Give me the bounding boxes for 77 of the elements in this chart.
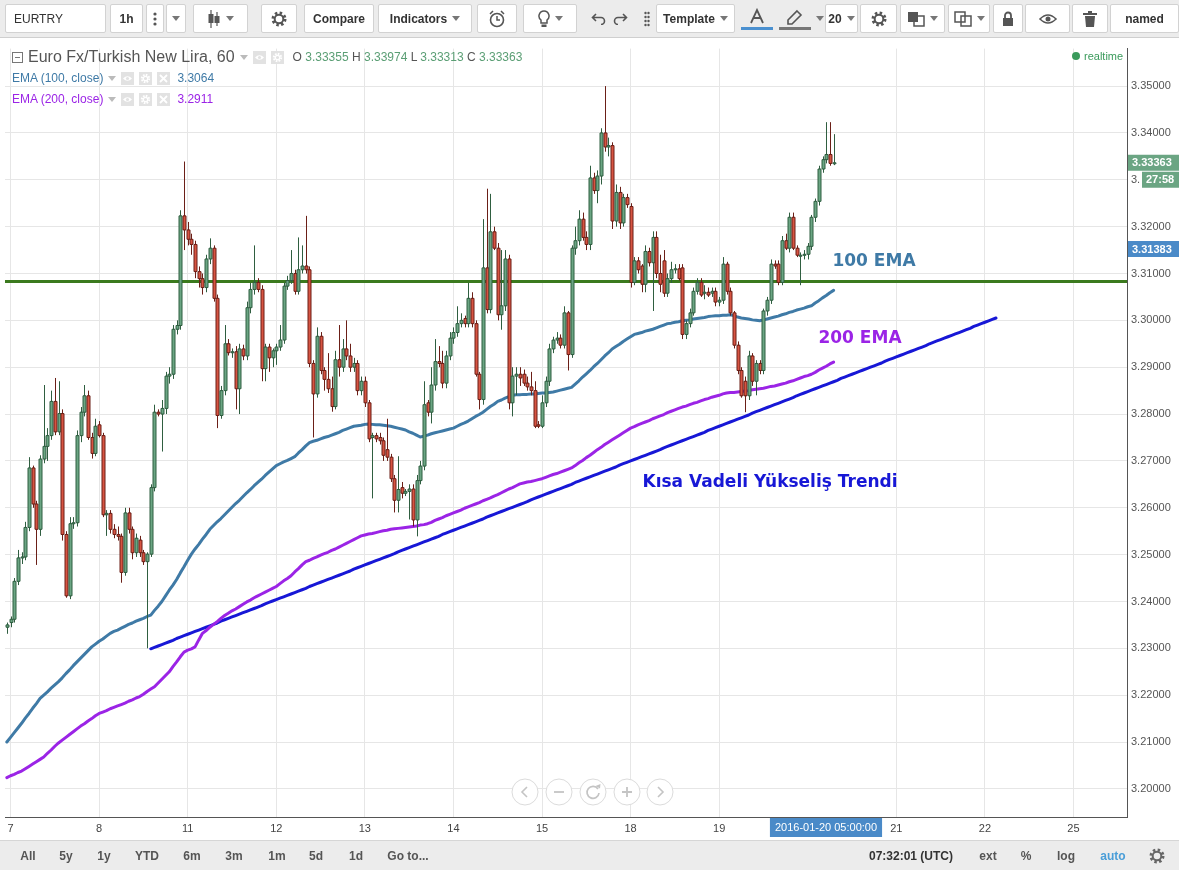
y-tick-label: 3.26000 — [1131, 500, 1171, 513]
text: Compare — [312, 11, 365, 26]
candlestick — [108, 509, 113, 535]
text: 3.33363 — [1132, 156, 1172, 169]
y-tick-label: 3.35000 — [1131, 79, 1171, 92]
x-tick-label: 14 — [447, 821, 460, 834]
y-tick-label: 3.32000 — [1131, 219, 1171, 232]
y-tick-label: 3.21000 — [1131, 735, 1171, 748]
text: 3m — [225, 849, 243, 863]
candlestick — [828, 121, 833, 167]
candlestick — [603, 85, 608, 153]
text: ext — [979, 849, 997, 863]
candlestick — [296, 236, 301, 296]
y-tick-label: 3.29000 — [1131, 360, 1171, 373]
x-tick-label: 11 — [181, 821, 194, 834]
x-tick-label: 18 — [624, 821, 637, 834]
y-tick-label: 3.24000 — [1131, 594, 1171, 607]
text: named — [1125, 11, 1164, 26]
text: All — [20, 849, 36, 863]
x-tick-label: 8 — [96, 821, 103, 834]
annotation: Kısa Vadeli Yükseliş Trendi — [642, 471, 898, 492]
text: 1y — [97, 849, 111, 863]
candlestick — [359, 376, 364, 396]
text: Template — [663, 11, 715, 26]
x-tick-label: 12 — [270, 821, 283, 834]
x-tick-label: 25 — [1067, 821, 1080, 834]
text: log — [1057, 849, 1075, 863]
text: % — [1020, 849, 1032, 863]
text: EMA (200, close) — [12, 92, 104, 106]
annotation: 100 EMA — [832, 250, 917, 271]
text: 5y — [59, 849, 73, 863]
y-tick-label: 3.34000 — [1131, 125, 1171, 138]
annotation: 3.3064 — [177, 71, 215, 85]
x-tick-label: 13 — [358, 821, 371, 834]
text: Indicators — [389, 11, 448, 26]
text: 3.31383 — [1132, 242, 1172, 255]
x-tick-label: 22 — [978, 821, 992, 834]
y-tick-label: 3.25000 — [1131, 547, 1171, 560]
candlestick — [341, 338, 346, 373]
text: 1d — [348, 849, 364, 863]
text: 27:58 — [1146, 173, 1175, 186]
annotation: 3.2911 — [177, 92, 214, 106]
y-tick-label: 3.22000 — [1131, 688, 1171, 701]
text: 1h — [119, 11, 134, 26]
text: auto — [1100, 849, 1126, 863]
x-tick-label: 21 — [890, 821, 903, 834]
x-tick-label: 7 — [7, 821, 14, 834]
text: EMA (100, close) — [12, 71, 104, 85]
text: YTD — [135, 849, 159, 863]
chart-title: Euro Fx/Turkish New Lira, 60 — [28, 48, 235, 66]
text: 20 — [828, 11, 842, 26]
y-tick-label: 3.27000 — [1131, 453, 1171, 466]
candlestick — [267, 343, 272, 373]
y-tick-label: 3.30000 — [1131, 313, 1171, 326]
text: 1m — [268, 849, 286, 863]
text: 5d — [308, 849, 324, 863]
candlestick — [134, 533, 139, 558]
text: Go to... — [387, 849, 429, 863]
candlestick — [647, 247, 652, 267]
text: 2016-01-20 05:00:00 — [774, 821, 878, 834]
text: EURTRY — [14, 11, 63, 26]
annotation: 200 EMA — [818, 327, 903, 348]
y-tick-label: 3.23000 — [1131, 641, 1171, 654]
chart-subtitle: O 3.33355 H 3.33974 L 3.33313 C 3.33363 — [292, 50, 523, 64]
candlestick — [832, 133, 837, 166]
candlestick — [606, 137, 611, 157]
candlestick — [182, 161, 187, 251]
y-tick-label: 3. — [1131, 172, 1141, 185]
candlestick — [271, 347, 276, 368]
x-tick-label: 15 — [535, 821, 549, 834]
text: 6m — [183, 849, 201, 863]
y-tick-label: 3.31000 — [1131, 266, 1171, 279]
x-tick-label: 19 — [713, 821, 726, 834]
annotation: realtime — [1084, 50, 1124, 62]
y-tick-label: 3.20000 — [1131, 781, 1171, 794]
y-tick-label: 3.28000 — [1131, 407, 1171, 420]
text: 07:32:01 (UTC) — [868, 849, 954, 863]
